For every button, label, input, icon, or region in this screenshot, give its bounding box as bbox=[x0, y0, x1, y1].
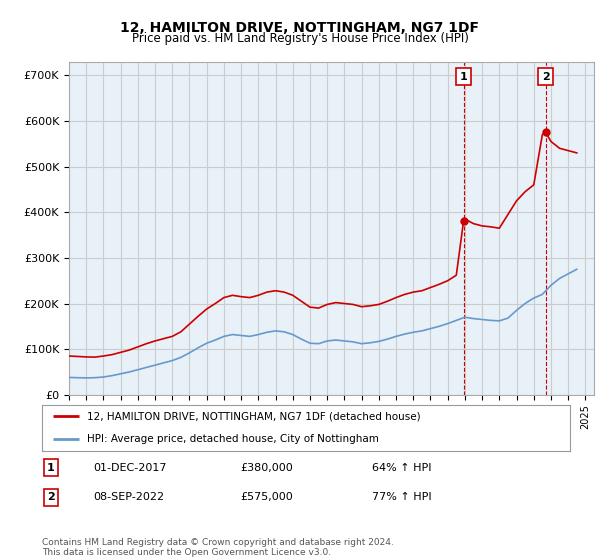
Text: 77% ↑ HPI: 77% ↑ HPI bbox=[372, 492, 431, 502]
Text: 01-DEC-2017: 01-DEC-2017 bbox=[93, 463, 167, 473]
Text: Contains HM Land Registry data © Crown copyright and database right 2024.
This d: Contains HM Land Registry data © Crown c… bbox=[42, 538, 394, 557]
Text: 1: 1 bbox=[460, 72, 467, 82]
Text: 2: 2 bbox=[542, 72, 550, 82]
Text: 08-SEP-2022: 08-SEP-2022 bbox=[93, 492, 164, 502]
Text: 1: 1 bbox=[47, 463, 55, 473]
Text: £380,000: £380,000 bbox=[240, 463, 293, 473]
Text: 64% ↑ HPI: 64% ↑ HPI bbox=[372, 463, 431, 473]
Text: 2: 2 bbox=[47, 492, 55, 502]
Text: Price paid vs. HM Land Registry's House Price Index (HPI): Price paid vs. HM Land Registry's House … bbox=[131, 32, 469, 45]
Text: 12, HAMILTON DRIVE, NOTTINGHAM, NG7 1DF (detached house): 12, HAMILTON DRIVE, NOTTINGHAM, NG7 1DF … bbox=[87, 412, 421, 421]
Text: HPI: Average price, detached house, City of Nottingham: HPI: Average price, detached house, City… bbox=[87, 435, 379, 444]
Text: £575,000: £575,000 bbox=[240, 492, 293, 502]
Text: 12, HAMILTON DRIVE, NOTTINGHAM, NG7 1DF: 12, HAMILTON DRIVE, NOTTINGHAM, NG7 1DF bbox=[121, 21, 479, 35]
